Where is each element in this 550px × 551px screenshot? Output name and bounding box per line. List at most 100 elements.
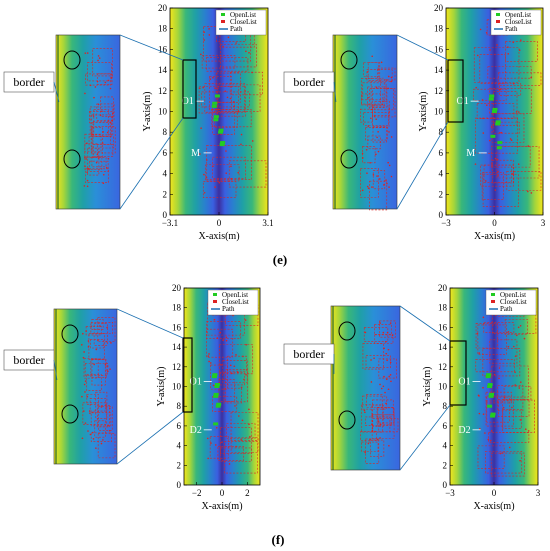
closelist-mesh — [206, 300, 259, 474]
closelist-point — [512, 82, 515, 85]
openlist-point — [492, 110, 497, 113]
annotation-label: D2 — [190, 425, 202, 436]
closelist-point — [224, 90, 227, 92]
closelist-point — [367, 96, 369, 99]
closelist-point — [101, 142, 104, 144]
closelist-cell — [366, 69, 393, 82]
openlist-point — [211, 104, 217, 108]
y-tick-label: 20 — [438, 283, 448, 293]
closelist-point — [373, 115, 376, 117]
openlist-point — [213, 118, 219, 122]
closelist-point — [109, 121, 112, 124]
closelist-point — [251, 71, 253, 74]
closelist-point — [106, 131, 109, 134]
closelist-point — [92, 115, 95, 117]
closelist-cell — [497, 385, 524, 412]
closelist-cell — [498, 399, 530, 417]
closelist-point — [205, 159, 208, 161]
closelist-point — [369, 161, 371, 164]
closelist-cell — [201, 55, 236, 69]
border-callout-pointer — [53, 359, 58, 381]
closelist-cell — [100, 96, 114, 117]
closelist-point — [230, 177, 232, 180]
closelist-point — [383, 184, 385, 186]
closelist-point — [388, 375, 390, 378]
closelist-point — [479, 28, 482, 31]
closelist-point — [527, 430, 530, 432]
closelist-point — [214, 444, 217, 446]
closelist-cell — [220, 44, 257, 68]
closelist-point — [387, 348, 390, 351]
x-tick-label: 0 — [492, 218, 497, 228]
closelist-point — [371, 186, 373, 188]
closelist-point — [497, 170, 499, 173]
closelist-point — [101, 110, 103, 112]
closelist-point — [499, 88, 502, 91]
zoom-circle-marker — [338, 410, 356, 430]
closelist-point — [87, 168, 89, 170]
closelist-point — [212, 76, 214, 79]
closelist-point — [364, 331, 367, 334]
openlist-point — [487, 404, 493, 408]
closelist-cell — [485, 391, 512, 404]
legend-closelist-label: CloseList — [230, 18, 257, 26]
closelist-point — [484, 432, 486, 434]
zoom-field — [54, 309, 117, 464]
closelist-cell — [96, 103, 115, 121]
closelist-point — [519, 459, 521, 462]
closelist-point — [216, 337, 219, 339]
openlist-point — [496, 146, 502, 150]
closelist-point — [507, 345, 510, 348]
closelist-point — [248, 408, 250, 411]
closelist-cell — [90, 412, 112, 427]
closelist-point — [530, 76, 533, 79]
closelist-point — [86, 142, 88, 144]
closelist-point — [501, 452, 504, 454]
closelist-cell — [481, 172, 504, 200]
closelist-point — [391, 334, 394, 337]
closelist-cell — [82, 402, 107, 425]
zoom-inset — [53, 308, 118, 465]
closelist-point — [497, 175, 499, 177]
closelist-point — [98, 57, 101, 59]
closelist-cell — [224, 304, 259, 326]
legend-path-label: Path — [505, 25, 518, 33]
openlist-point — [487, 385, 493, 388]
closelist-point — [388, 186, 390, 188]
closelist-cell — [85, 73, 112, 86]
closelist-point — [208, 34, 211, 36]
closelist-point — [377, 150, 380, 153]
y-axis-label: Y-axis(m) — [156, 367, 167, 407]
closelist-point — [514, 355, 517, 357]
closelist-point — [226, 96, 229, 99]
closelist-point — [379, 423, 382, 426]
closelist-point — [519, 324, 522, 327]
closelist-point — [237, 171, 240, 174]
closelist-point — [384, 341, 387, 343]
closelist-point — [527, 145, 530, 147]
closelist-cell — [91, 127, 103, 158]
closelist-point — [507, 46, 509, 48]
closelist-cell — [367, 86, 388, 108]
path-point — [495, 120, 501, 124]
closelist-point — [248, 423, 250, 426]
closelist-point — [207, 355, 210, 357]
closelist-point — [220, 363, 222, 366]
closelist-point — [209, 362, 212, 364]
closelist-point — [390, 175, 393, 178]
closelist-point — [205, 176, 208, 179]
closelist-point — [91, 431, 94, 434]
closelist-point — [493, 373, 496, 376]
closelist-cell — [489, 339, 518, 364]
closelist-point — [367, 442, 370, 445]
closelist-cell — [488, 432, 530, 443]
closelist-cell — [219, 30, 255, 48]
path-point — [490, 412, 496, 416]
closelist-point — [235, 42, 237, 44]
openlist-point — [488, 97, 494, 101]
y-tick-label: 14 — [172, 342, 182, 352]
closelist-point — [379, 383, 381, 386]
border-callout-label: border — [13, 75, 44, 89]
closelist-point — [245, 50, 247, 53]
